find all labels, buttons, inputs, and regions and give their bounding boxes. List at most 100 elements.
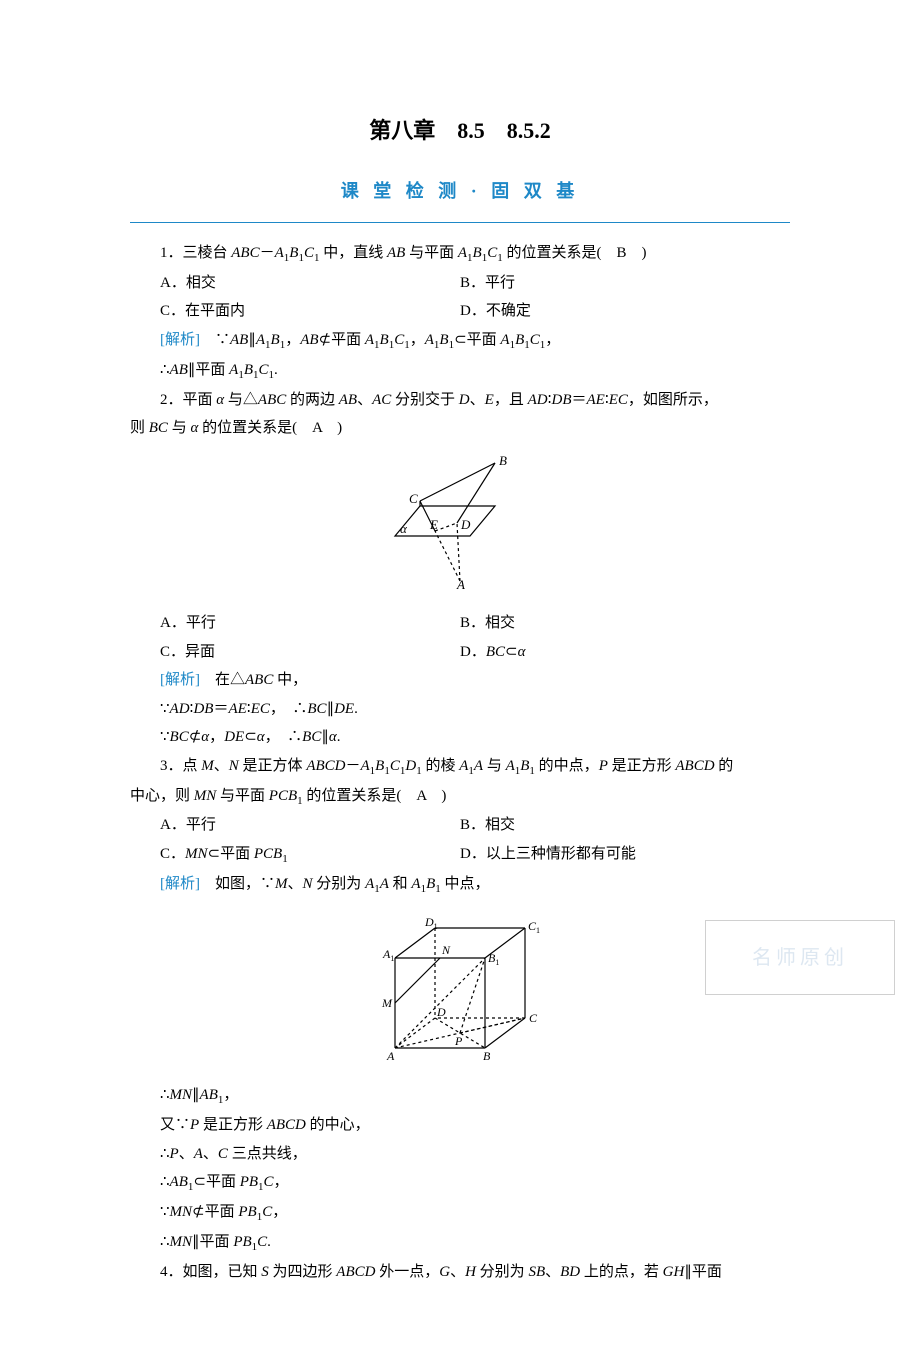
text: 的中点， — [535, 758, 599, 774]
text: ∴ — [160, 1146, 170, 1162]
text: ∥平面 — [192, 1234, 233, 1250]
text: 是正方形 — [199, 1117, 267, 1133]
text: ∴ — [160, 1174, 170, 1190]
text: 的中心， — [306, 1117, 370, 1133]
text: 为四边形 — [269, 1264, 337, 1280]
text: 的棱 — [422, 758, 460, 774]
q3-figure: A B C D A1 B1 C1 D1 M N P — [130, 908, 790, 1074]
q2-figure: A B C D E α — [130, 451, 790, 602]
text: 在△ — [200, 672, 245, 688]
text: ⊂平面 — [208, 846, 254, 862]
text: 外一点， — [375, 1264, 439, 1280]
text: 则 — [130, 420, 149, 436]
lbl-B: B — [499, 453, 507, 468]
q3-l2: 又∵P 是正方形 ABCD 的中心， — [130, 1111, 790, 1140]
text: ， — [272, 1204, 287, 1220]
lbl: N — [441, 943, 451, 957]
watermark-box: 名师原创 — [705, 920, 895, 995]
text: 分别为 — [313, 876, 366, 892]
text: 分别交于 — [391, 392, 459, 408]
text: 与 — [483, 758, 506, 774]
text: 中点， — [441, 876, 490, 892]
text: 的位置关系是( A ) — [198, 420, 342, 436]
text: ，且 — [494, 392, 528, 408]
analysis-label: [解析] — [160, 332, 200, 348]
q3-l5: ∵MN⊄平面 PB1C， — [130, 1198, 790, 1228]
q3-opts-row2: C．MN⊂平面 PCB1 D．以上三种情形都有可能 — [130, 840, 790, 870]
q3-l6: ∴MN∥平面 PB1C. — [130, 1228, 790, 1258]
text: 4．如图，已知 — [160, 1264, 261, 1280]
lbl: C — [529, 1011, 538, 1025]
text: 又∵ — [160, 1117, 190, 1133]
q2-analysis-1: [解析] 在△ABC 中， — [130, 666, 790, 695]
subtitle-wrap: 课 堂 检 测 · 固 双 基 — [130, 172, 790, 210]
lbl: D — [424, 915, 434, 929]
lbl: 1 — [390, 954, 394, 963]
analysis-label: [解析] — [160, 672, 200, 688]
watermark-text: 名师原创 — [752, 939, 848, 977]
q1-analysis-2: ∴AB∥平面 A1B1C1. — [130, 356, 790, 386]
q3-l3: ∴P、A、C 三点共线， — [130, 1140, 790, 1169]
q2-optA: A．平行 — [130, 609, 460, 638]
q2-optB: B．相交 — [460, 609, 790, 638]
q4-stem: 4．如图，已知 S 为四边形 ABCD 外一点，G、H 分别为 SB、BD 上的… — [130, 1258, 790, 1287]
q2-optC: C．异面 — [130, 638, 460, 667]
q3-analysis: [解析] 如图，∵M、N 分别为 A1A 和 A1B1 中点， — [130, 870, 790, 900]
lbl-D: D — [460, 517, 471, 532]
q2-analysis-2: ∵AD∶DB＝AE∶EC， ∴BC∥DE. — [130, 695, 790, 724]
text: 中， — [273, 672, 307, 688]
text: 中心，则 — [130, 788, 194, 804]
q2-optD: D．BC⊂α — [460, 638, 790, 667]
divider — [130, 222, 790, 223]
q1-optC: C．在平面内 — [130, 297, 460, 326]
text: 三点共线， — [228, 1146, 307, 1162]
q3-l1: ∴MN∥AB1， — [130, 1081, 790, 1111]
q1-optA: A．相交 — [130, 269, 460, 298]
chapter-title: 第八章 8.5 8.5.2 — [130, 110, 790, 152]
text: ∴ — [160, 1087, 170, 1103]
lbl-C: C — [409, 491, 418, 506]
subtitle-text: 课 堂 检 测 · 固 双 基 — [335, 172, 586, 210]
q2-stem-2: 则 BC 与 α 的位置关系是( A ) — [130, 414, 790, 443]
q3-opts-row1: A．平行 B．相交 — [130, 811, 790, 840]
lbl-E: E — [429, 517, 438, 532]
q3-optC: C．MN⊂平面 PCB1 — [130, 840, 460, 870]
q1-opts-row2: C．在平面内 D．不确定 — [130, 297, 790, 326]
analysis-label: [解析] — [160, 876, 200, 892]
text: 1．三棱台 — [160, 245, 231, 261]
text: D． — [460, 644, 486, 660]
lbl: 1 — [495, 958, 499, 967]
q1-optD: D．不确定 — [460, 297, 790, 326]
text: 与 — [168, 420, 191, 436]
text: ⊄平面 — [192, 1204, 238, 1220]
svg-text:C1: C1 — [528, 919, 540, 935]
q3-optB: B．相交 — [460, 811, 790, 840]
q3-stem-2: 中心，则 MN 与平面 PCB1 的位置关系是( A ) — [130, 782, 790, 812]
text: 中，直线 — [319, 245, 387, 261]
text: 的两边 — [286, 392, 339, 408]
text: 与平面 — [216, 788, 269, 804]
text: 和 — [389, 876, 412, 892]
q1-analysis: [解析] ∵AB∥A1B1，AB⊄平面 A1B1C1，A1B1⊂平面 A1B1C… — [130, 326, 790, 356]
text: 上的点，若 — [580, 1264, 663, 1280]
lbl: 1 — [536, 926, 540, 935]
svg-text:B1: B1 — [488, 951, 499, 967]
text: ， — [274, 1174, 289, 1190]
q2-analysis-3: ∵BC⊄α，DE⊂α， ∴BC∥α. — [130, 723, 790, 752]
svg-text:A1: A1 — [382, 947, 394, 963]
text: ∵ — [160, 1204, 170, 1220]
text: ， — [223, 1087, 238, 1103]
text: ⊂平面 — [193, 1174, 239, 1190]
q3-stem: 3．点 M、N 是正方体 ABCD－A1B1C1D1 的棱 A1A 与 A1B1… — [130, 752, 790, 782]
svg-text:D1: D1 — [424, 915, 438, 931]
lbl: M — [381, 996, 393, 1010]
lbl: P — [454, 1034, 463, 1048]
text: ，如图所示， — [628, 392, 718, 408]
lbl: B — [483, 1049, 491, 1063]
lbl-alpha: α — [400, 521, 408, 536]
q3-optD: D．以上三种情形都有可能 — [460, 840, 790, 870]
lbl: D — [436, 1005, 446, 1019]
text: 与△ — [224, 392, 258, 408]
q2-stem: 2．平面 α 与△ABC 的两边 AB、AC 分别交于 D、E，且 AD∶DB＝… — [130, 386, 790, 415]
text: 如图，∵ — [200, 876, 275, 892]
